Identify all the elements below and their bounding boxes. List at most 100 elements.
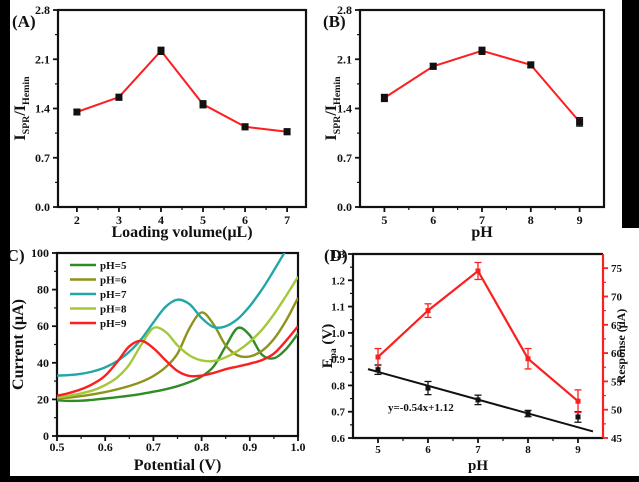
x-tick-label: 9: [575, 444, 581, 456]
data-line: [383, 49, 581, 123]
y-tick-label: 2.1: [35, 52, 50, 66]
x-tick-label: 3: [116, 213, 122, 227]
data-point: [380, 94, 388, 102]
panel-tag: (C): [10, 246, 25, 265]
epa-point: [525, 411, 531, 417]
y-tick-label: 0: [43, 429, 49, 443]
x-axis-title: pH: [471, 224, 493, 241]
x-tick-label: 0.9: [242, 440, 257, 454]
x-tick-label: 0.7: [146, 440, 161, 454]
y-axis-title: ISPR/IHemin: [12, 76, 32, 141]
data-point: [429, 62, 437, 70]
y-tick-label: 40: [37, 356, 49, 370]
left-black-bar: [0, 0, 10, 477]
x-tick-label: 7: [475, 444, 481, 456]
y2-tick-label: 50: [611, 405, 623, 417]
response-point: [475, 268, 481, 274]
curve-pH=6: [57, 297, 298, 400]
y2-tick-label: 55: [611, 376, 623, 388]
panel-c-chart: 0.5 0.6 0.7 0.8 0.9 1.0 0 20 40 60 80 100 Potential …: [10, 246, 306, 474]
response-point: [575, 398, 581, 404]
x-tick-label: 7: [479, 213, 485, 227]
data-point: [241, 123, 249, 131]
x-tick-label: 6: [242, 213, 248, 227]
panel-d-chart: 5 6 7 8 9 0.6 0.7 0.8 0.9 1.0 1.1 1.2 1.3 45 50 55 60 65 7…: [320, 246, 628, 474]
legend-label: pH=5: [100, 260, 127, 272]
x-tick-label: 6: [425, 444, 431, 456]
y-axis-title: Epa (V): [320, 324, 339, 368]
y2-tick-label: 75: [611, 263, 623, 275]
y-tick-label: 0.0: [35, 200, 50, 214]
x-tick-label: 0.5: [50, 440, 65, 454]
legend-label: pH=7: [100, 289, 127, 301]
response-line: [377, 269, 579, 403]
y-axis-title: Current (μA): [10, 299, 27, 390]
y-tick-label: 60: [37, 319, 49, 333]
x-axis-title: pH: [468, 458, 488, 474]
x-tick-label: 9: [577, 213, 583, 227]
legend-label: pH=8: [100, 304, 127, 316]
y-tick-label: 1.4: [35, 102, 50, 116]
epa-point: [375, 367, 381, 373]
y-tick-label: 1.1: [331, 302, 345, 314]
legend-label: pH=6: [100, 275, 127, 287]
y-tick-label: 1.0: [331, 328, 345, 340]
y2-tick-label: 45: [611, 433, 623, 445]
y2-axis-title: Response (μA): [614, 309, 628, 383]
y-tick-label: 0.7: [331, 407, 345, 419]
y-tick-label: 0.7: [35, 151, 50, 165]
y-tick-label: 0.6: [331, 433, 345, 445]
x-tick-label: 8: [525, 444, 531, 456]
x-tick-label: 2: [74, 213, 80, 227]
x-tick-label: 8: [528, 213, 534, 227]
data-point: [157, 47, 165, 55]
y-axis-title: ISPR/IHemin: [323, 76, 343, 141]
y-tick-label: 20: [37, 392, 49, 406]
y-tick-label: 100: [31, 246, 49, 260]
x-tick-label: 5: [200, 213, 206, 227]
y-tick-label: 2.1: [337, 52, 352, 66]
x-axis-title: Potential (V): [134, 457, 222, 474]
epa-point: [425, 385, 431, 391]
curve-pH=8: [57, 276, 298, 399]
fit-equation: y=-0.54x+1.12: [388, 402, 454, 414]
x-tick-label: 5: [381, 213, 387, 227]
x-tick-label: 7: [284, 213, 290, 227]
y2-tick-label: 70: [611, 291, 623, 303]
curve-pH=5: [57, 326, 298, 403]
x-tick-label: 1.0: [291, 440, 306, 454]
panel-tag: (D): [324, 246, 348, 265]
epa-point: [475, 397, 481, 403]
panel-tag: (B): [323, 12, 346, 31]
right-black-bar: [622, 0, 639, 228]
x-tick-label: 6: [430, 213, 436, 227]
y-tick-label: 0.8: [331, 380, 345, 392]
curves-group: [57, 253, 298, 403]
legend-label: pH=9: [100, 318, 127, 330]
curve-pH=9: [57, 325, 298, 397]
data-line: [76, 49, 288, 133]
y-tick-label: 2.8: [35, 3, 50, 17]
data-point: [478, 47, 486, 55]
data-point: [576, 118, 584, 126]
panel-tag: (A): [12, 12, 36, 31]
response-point: [425, 308, 431, 314]
x-axis-title: Loading volume(μL): [111, 224, 252, 241]
y-tick-label: 1.4: [337, 102, 352, 116]
data-point: [73, 108, 81, 116]
data-point: [115, 93, 123, 101]
y-tick-label: 0.7: [337, 151, 352, 165]
response-point: [375, 354, 381, 360]
y2-tick-label: 65: [611, 320, 623, 332]
y-tick-label: 0.0: [337, 200, 352, 214]
data-point: [283, 128, 291, 136]
axis-frame: [56, 8, 308, 209]
x-tick-label: 0.6: [98, 440, 113, 454]
epa-point: [575, 414, 581, 420]
y-tick-label: 80: [37, 283, 49, 297]
x-tick-label: 0.8: [194, 440, 209, 454]
data-point: [527, 61, 535, 69]
y-tick-label: 0.9: [331, 354, 345, 366]
panel-a-chart: 2 3 4 5 6 7 0.0 0.7 1.4 2.1 2.8 Loading volume(μL) I…: [12, 3, 308, 241]
